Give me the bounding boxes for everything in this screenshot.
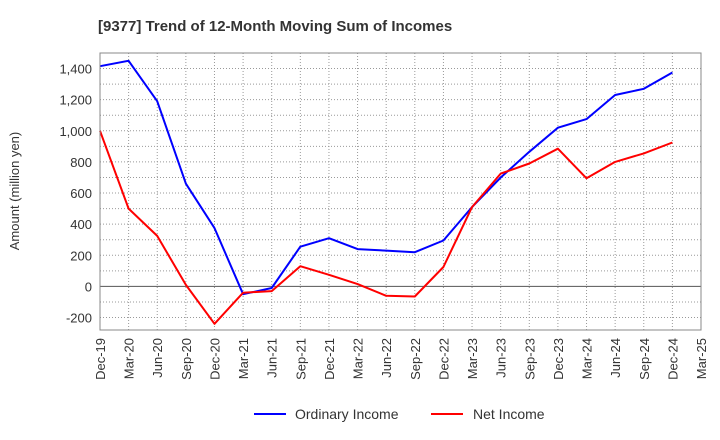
y-axis-label: Amount (million yen): [7, 132, 22, 251]
plot-frame: [99, 52, 702, 331]
x-tick-label: Sep-20: [179, 338, 194, 380]
x-tick-label: Mar-23: [465, 338, 480, 379]
x-tick-label: Sep-23: [522, 338, 537, 380]
legend-label-net-income: Net Income: [473, 406, 545, 422]
series-line-ordinary-income: [99, 59, 673, 296]
x-tick-label: Jun-21: [265, 338, 280, 378]
x-tick-label: Dec-24: [665, 338, 680, 380]
chart-title: [9377] Trend of 12-Month Moving Sum of I…: [98, 18, 452, 35]
y-tick-label: 1,400: [59, 62, 92, 77]
x-tick-label: Dec-19: [93, 338, 108, 380]
y-tick-label: 0: [85, 279, 92, 294]
x-tick-label: Sep-21: [293, 338, 308, 380]
x-tick-label: Dec-23: [551, 338, 566, 380]
y-axis-ticks: -200 0 200 400 600 800 1,000 1,200 1,400: [59, 62, 92, 326]
x-tick-label: Dec-20: [207, 338, 222, 380]
legend: Ordinary Income Net Income: [254, 406, 545, 422]
x-tick-label: Sep-22: [408, 338, 423, 380]
x-tick-label: Dec-22: [436, 338, 451, 380]
y-tick-label: 800: [70, 155, 92, 170]
x-tick-label: Mar-25: [694, 338, 709, 379]
y-tick-label: 400: [70, 217, 92, 232]
x-axis-ticks: Dec-19 Mar-20 Jun-20 Sep-20 Dec-20 Mar-21 Jun-…: [93, 338, 709, 380]
x-tick-label: Mar-20: [122, 338, 137, 379]
series-lines: [99, 59, 673, 325]
x-tick-label: Mar-22: [351, 338, 366, 379]
y-tick-label: 1,000: [59, 124, 92, 139]
y-tick-label: 1,200: [59, 93, 92, 108]
x-tick-label: Jun-22: [379, 338, 394, 378]
legend-label-ordinary-income: Ordinary Income: [295, 406, 399, 422]
x-tick-label: Dec-21: [322, 338, 337, 380]
grid: [100, 53, 701, 330]
y-tick-label: -200: [66, 311, 92, 326]
x-tick-label: Mar-24: [580, 338, 595, 379]
x-tick-label: Sep-24: [637, 338, 652, 380]
x-tick-label: Jun-20: [150, 338, 165, 378]
y-tick-label: 200: [70, 248, 92, 263]
x-tick-label: Jun-24: [608, 338, 623, 378]
y-tick-label: 600: [70, 186, 92, 201]
series-line-net-income: [99, 130, 673, 325]
x-tick-label: Mar-21: [236, 338, 251, 379]
x-tick-label: Jun-23: [494, 338, 509, 378]
